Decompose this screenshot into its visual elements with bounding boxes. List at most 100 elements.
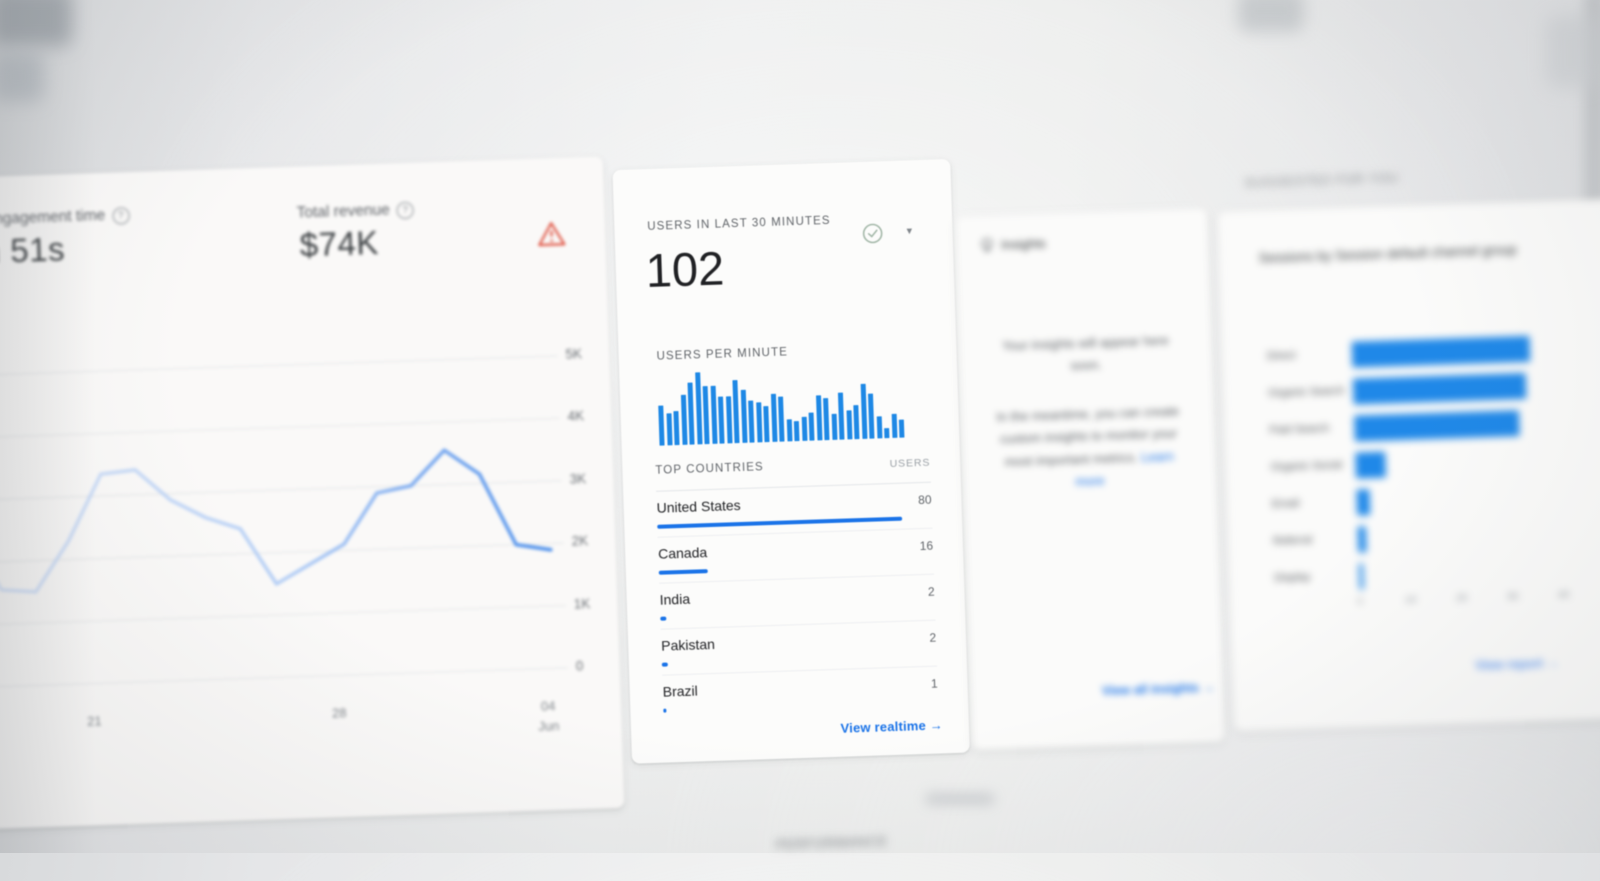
chevron-down-icon[interactable]: ▾ <box>906 224 912 237</box>
y-tick-label: 4K <box>567 408 607 424</box>
channel-bar <box>1358 526 1367 552</box>
minute-bar <box>748 401 754 443</box>
country-users-value: 1 <box>931 677 938 691</box>
country-row: Brazil 1 <box>662 666 938 721</box>
insights-body: Your insights will appear here soon. In … <box>985 329 1191 522</box>
country-name: Canada <box>658 544 708 562</box>
alert-triangle-icon[interactable] <box>536 220 567 249</box>
country-name: India <box>659 591 690 608</box>
minute-bar <box>666 414 672 446</box>
view-report-text: View report <box>1475 656 1543 672</box>
minute-bar <box>673 411 679 445</box>
country-name: Pakistan <box>661 636 715 654</box>
country-bar <box>663 709 666 713</box>
minute-bar <box>688 383 695 445</box>
minute-bar <box>786 420 792 442</box>
minute-bar <box>891 414 897 438</box>
country-bar <box>657 517 902 529</box>
channel-x-tick: 3K <box>1496 590 1530 603</box>
country-name: United States <box>656 497 741 516</box>
users-column-label: USERS <box>889 457 930 470</box>
insights-header: Insights <box>980 236 1046 253</box>
minute-bar <box>763 406 769 442</box>
minute-bar <box>876 417 882 439</box>
minute-bar <box>809 412 815 440</box>
country-name: Brazil <box>662 683 698 700</box>
country-bar <box>659 569 708 574</box>
channel-label: Organic Search <box>1268 385 1350 400</box>
country-users-value: 2 <box>928 585 935 599</box>
channel-label: Direct <box>1267 348 1349 363</box>
view-realtime-link[interactable]: View realtime → <box>840 717 943 735</box>
minute-bar <box>816 396 822 441</box>
engagement-time-value: 1m 51s <box>0 230 66 272</box>
view-report-link[interactable]: View report → <box>1475 656 1559 673</box>
y-tick-label: 5K <box>565 345 605 361</box>
metric-label-text: Avg engagement time <box>0 207 105 230</box>
minute-bar <box>884 428 889 438</box>
minute-bar <box>860 383 867 439</box>
minute-bar <box>846 411 852 440</box>
users-per-minute-chart <box>657 365 909 445</box>
realtime-title: USERS IN LAST 30 MINUTES <box>647 215 831 233</box>
channel-x-tick: 1K <box>1394 593 1428 606</box>
channel-label: Organic Social <box>1270 459 1352 474</box>
arrow-right-icon: → <box>1202 680 1215 694</box>
insights-title: Insights <box>1001 236 1046 252</box>
channel-bar <box>1353 373 1527 405</box>
realtime-card: USERS IN LAST 30 MINUTES ▾ 102 USERS PER… <box>612 159 970 764</box>
view-realtime-text: View realtime <box>840 718 926 736</box>
help-icon[interactable]: ? <box>396 201 414 219</box>
insights-body-line1: Your insights will appear here soon. <box>985 329 1186 380</box>
lightbulb-icon <box>980 237 994 252</box>
channel-x-tick: 4K <box>1547 588 1581 601</box>
y-tick-label: 1K <box>574 595 614 611</box>
help-icon[interactable]: ? <box>112 207 130 225</box>
users-per-minute-title: USERS PER MINUTE <box>656 346 788 362</box>
arrow-right-icon: → <box>1546 656 1559 670</box>
channel-bar <box>1355 452 1386 479</box>
country-bar <box>660 617 666 621</box>
minute-bar <box>658 406 664 446</box>
channels-card: Sessions by Session default channel grou… <box>1217 198 1600 732</box>
total-revenue-value: $74K <box>299 224 379 265</box>
minute-bar <box>823 398 829 440</box>
top-countries-label: TOP COUNTRIES <box>655 461 764 477</box>
y-tick-label: 2K <box>571 532 611 548</box>
channel-bar <box>1356 489 1370 515</box>
x-tick-label: 28 <box>304 702 375 724</box>
users-last-30min-value: 102 <box>645 240 725 298</box>
x-tick-label: 21 <box>59 710 130 732</box>
minute-bar <box>740 390 747 443</box>
view-all-insights-link[interactable]: View all insights → <box>1102 680 1215 698</box>
channel-label: Paid Search <box>1269 422 1351 437</box>
next-row-partial-text: PERFORMANCE <box>776 833 889 852</box>
channels-card-title: Sessions by Session default channel grou… <box>1258 242 1517 266</box>
country-bar <box>662 663 668 667</box>
engagement-time-metric-label: Avg engagement time ? <box>0 206 129 230</box>
channel-x-tick: 2K <box>1445 592 1479 605</box>
status-check-circle-icon[interactable] <box>860 221 885 246</box>
section-label: SUGGESTED FOR YOU <box>1244 170 1399 190</box>
country-users-value: 2 <box>929 631 936 645</box>
channel-label: Display <box>1274 570 1356 585</box>
minute-bar <box>794 421 800 441</box>
view-all-insights-text: View all insights <box>1102 681 1199 698</box>
channel-bar <box>1359 563 1364 589</box>
minute-bar <box>695 372 702 444</box>
minute-bar <box>853 405 859 439</box>
top-countries-list: United States 80 Canada 16 India 2 Pakis… <box>656 483 938 721</box>
total-revenue-metric-label: Total revenue ? <box>296 201 414 223</box>
y-tick-label: 3K <box>569 470 609 486</box>
minute-bar <box>899 420 905 438</box>
minute-bar <box>801 416 807 441</box>
minute-bar <box>838 392 845 440</box>
channel-label: Referral <box>1273 533 1355 548</box>
minute-bar <box>831 414 837 440</box>
metric-label-text: Total revenue <box>296 201 390 222</box>
country-users-value: 80 <box>918 493 932 507</box>
minute-bar <box>680 394 687 445</box>
